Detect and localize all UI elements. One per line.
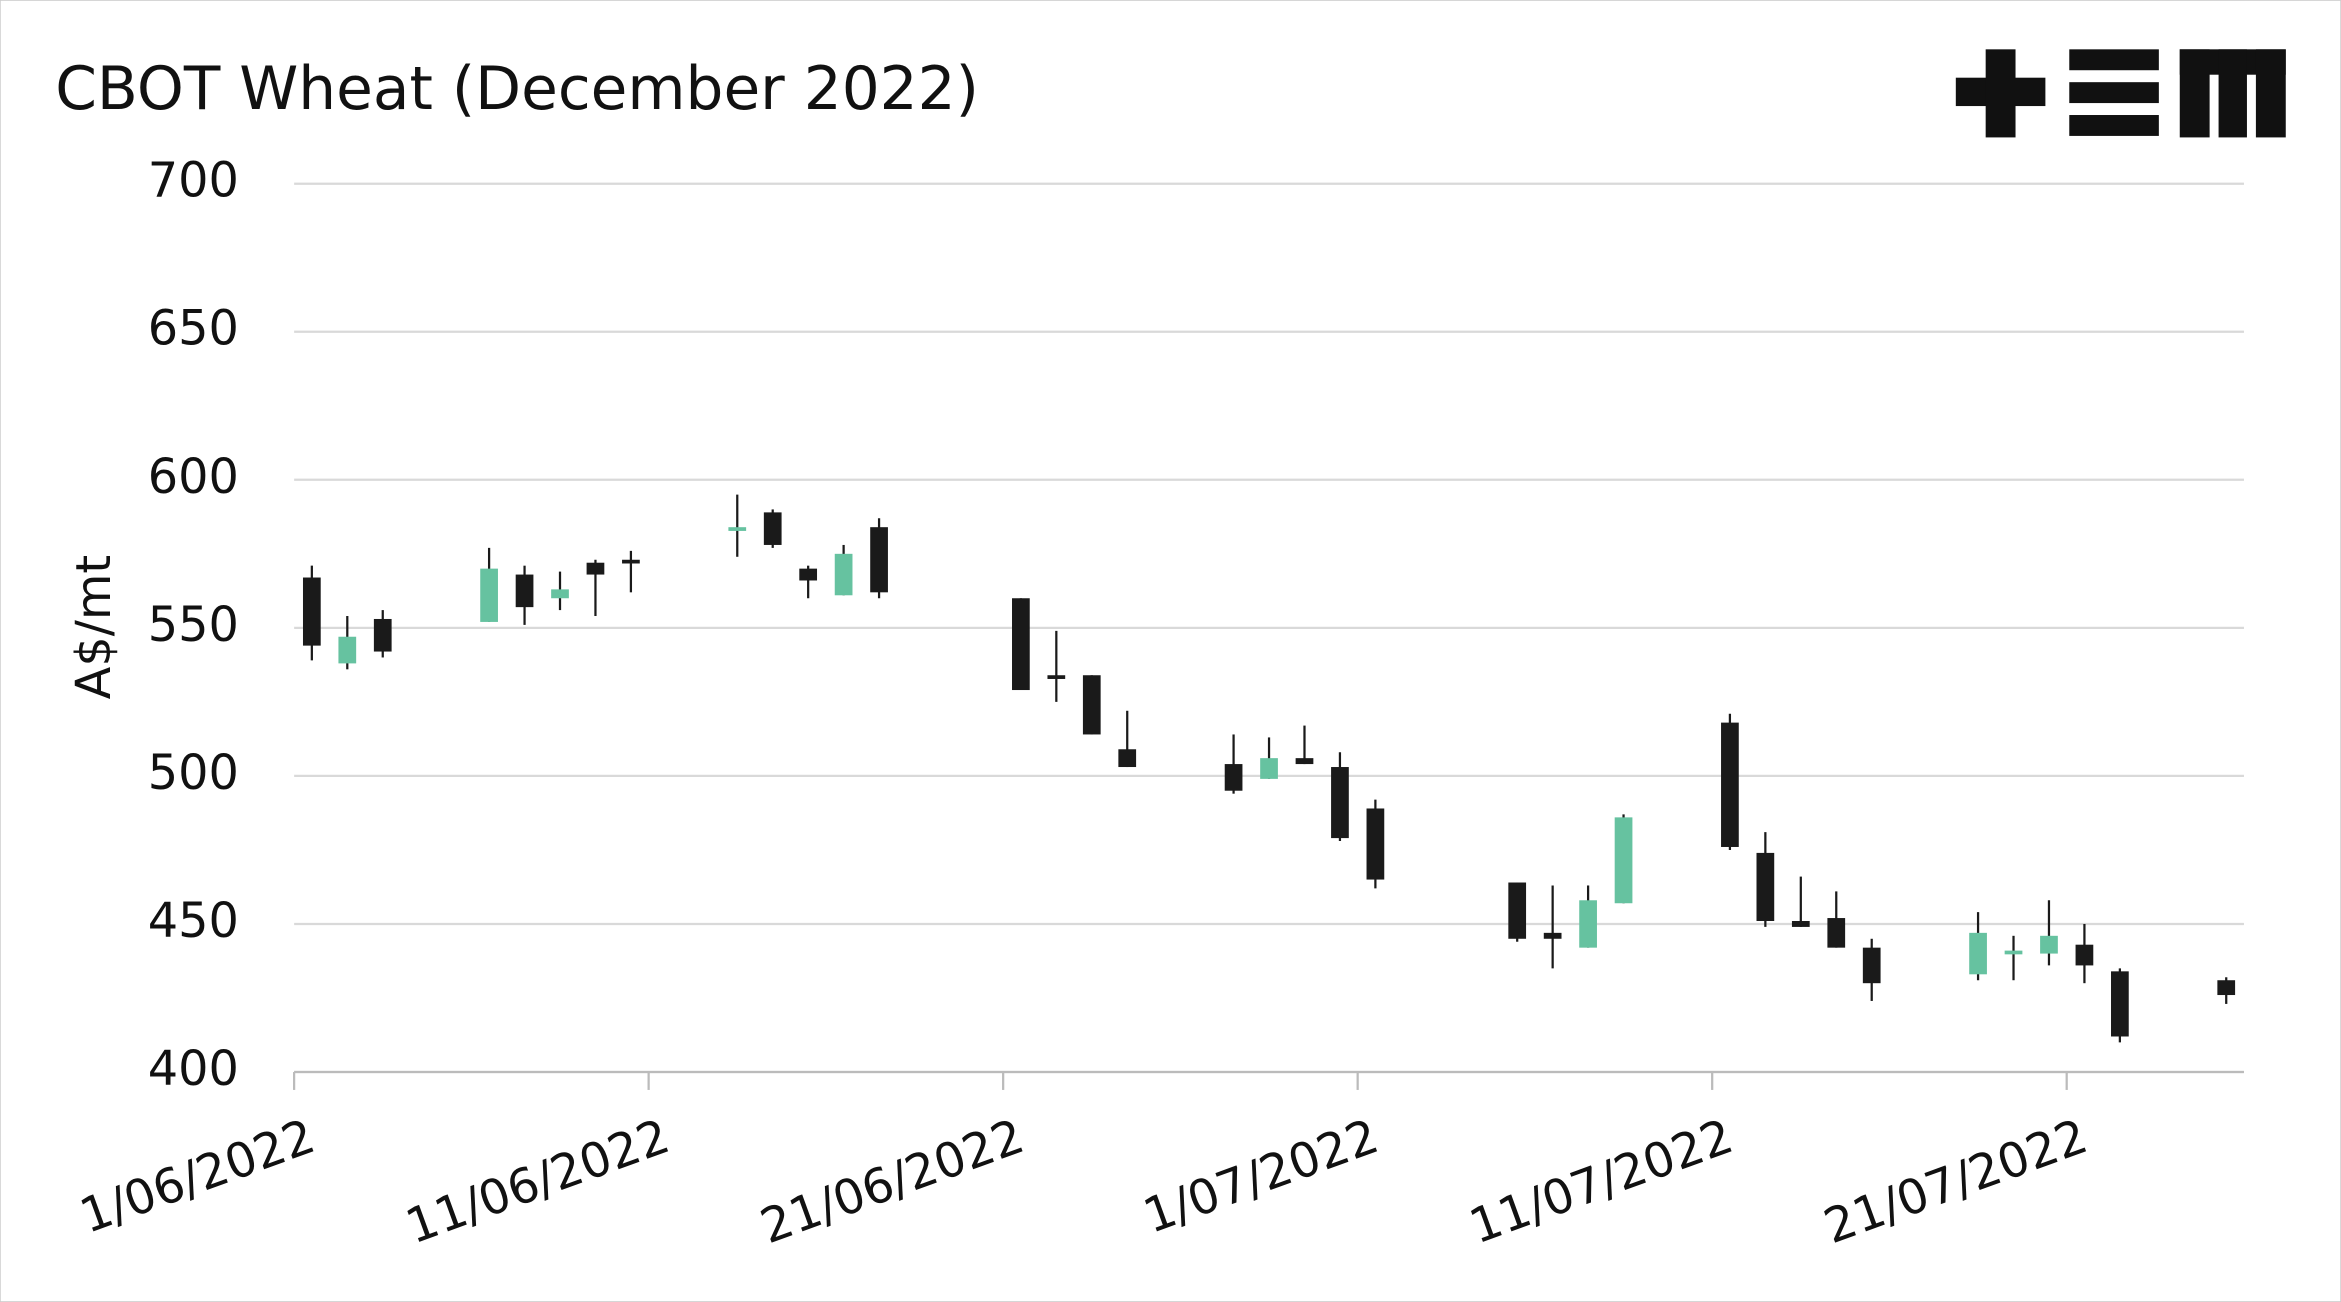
candle-body — [2111, 971, 2129, 1037]
candle-body — [1295, 758, 1314, 765]
candle-body — [1827, 918, 1846, 948]
candle-body — [763, 512, 782, 545]
y-tick-label: 550 — [148, 598, 239, 653]
candle-body — [1969, 932, 1987, 975]
y-tick-label: 700 — [148, 154, 239, 209]
candle-body — [1579, 900, 1597, 948]
candle-body — [480, 568, 498, 622]
candle-body — [1331, 767, 1349, 839]
candle-body — [1791, 921, 1810, 927]
candle-body — [622, 559, 640, 564]
candle-body — [799, 568, 818, 581]
candle-body — [1756, 852, 1775, 922]
candle-body — [1721, 722, 1739, 847]
candle-body — [338, 636, 357, 664]
candle-body — [834, 553, 853, 596]
candle-body — [551, 589, 569, 599]
candle-body — [2217, 980, 2236, 996]
candle-body — [1614, 817, 1633, 904]
candle-body — [1012, 598, 1030, 691]
y-tick-label: 500 — [148, 746, 239, 801]
candle-body — [1260, 758, 1278, 779]
candle-body — [1082, 675, 1101, 735]
chart-title: CBOT Wheat (December 2022) — [55, 55, 979, 124]
candle-body — [1366, 808, 1385, 880]
candle-body — [373, 618, 392, 652]
candle-body — [1224, 764, 1243, 791]
y-tick-label: 650 — [148, 302, 239, 357]
y-axis-label: A$/mt — [67, 555, 122, 699]
candle-body — [870, 527, 888, 593]
candle-body — [586, 562, 605, 575]
logo — [1955, 49, 2286, 138]
candle-body — [2040, 935, 2058, 954]
candle-body — [728, 527, 747, 531]
candle-body — [1543, 932, 1562, 939]
candle-body — [302, 577, 321, 646]
y-tick-label: 600 — [148, 450, 239, 505]
y-tick-label: 450 — [148, 894, 239, 949]
candle-body — [1118, 749, 1137, 768]
candle-body — [1508, 882, 1527, 939]
candle-body — [2075, 944, 2094, 966]
candle-body — [515, 574, 534, 608]
candle-body — [1047, 675, 1066, 679]
candle-body — [1862, 947, 1881, 984]
candle-body — [2004, 950, 2023, 955]
y-tick-label: 400 — [148, 1042, 239, 1097]
